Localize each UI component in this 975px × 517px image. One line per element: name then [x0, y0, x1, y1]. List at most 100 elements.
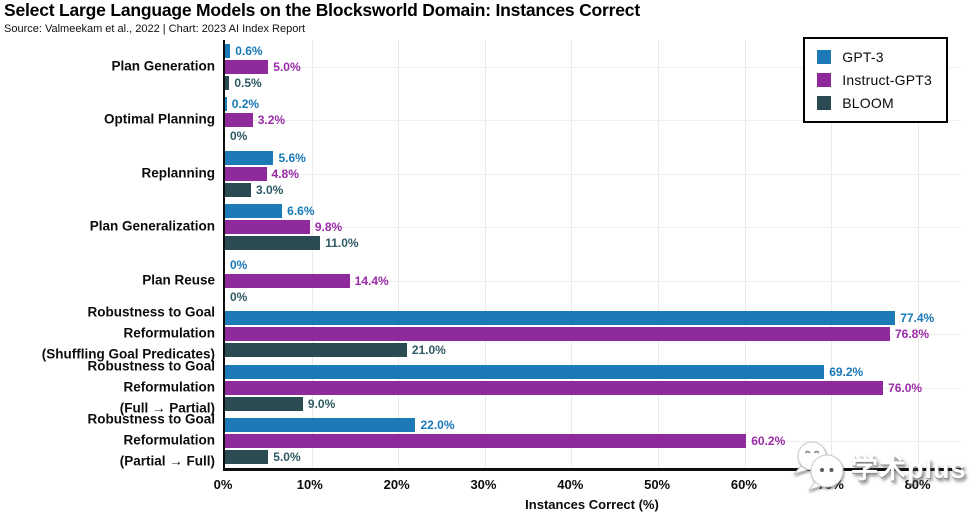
bar-value-label: 0.2% — [231, 97, 260, 112]
bar-row-BLOOM: 0% — [225, 290, 961, 304]
chart-title: Select Large Language Models on the Bloc… — [4, 0, 640, 20]
plot-area: Plan Generation 0.6% 5.0% 0.5% Optimal Plann… — [42, 40, 961, 471]
bar-row-BLOOM: 0% — [225, 129, 961, 143]
bar-value-label: 21.0% — [411, 343, 446, 358]
legend-label: Instruct-GPT3 — [842, 72, 932, 88]
x-tick-label: 60% — [730, 477, 757, 492]
bar-GPT-3 — [225, 364, 825, 379]
bar-row-GPT-3: 77.4% — [225, 311, 961, 326]
bar-row-BLOOM: 9.0% — [225, 396, 961, 411]
category-label: Robustness to Goal Reformulation (Shuffl… — [41, 304, 215, 362]
legend: GPT-3 Instruct-GPT3 BLOOM — [803, 37, 948, 123]
bar-row-GPT-3: 0% — [225, 258, 961, 272]
bar-value-label: 77.4% — [900, 311, 935, 326]
category-label: Plan Reuse — [142, 272, 215, 288]
bar-GPT-3 — [225, 418, 416, 433]
x-axis-ticks: 0%10%20%30%40%50%60%70%80% — [214, 477, 961, 493]
bar-row-BLOOM: 21.0% — [225, 343, 961, 358]
category-label: Optimal Planning — [103, 111, 215, 127]
bar-row-Instruct-GPT3: 14.4% — [225, 273, 961, 288]
x-tick-label: 80% — [904, 477, 931, 492]
category-group-5: Robustness to Goal Reformulation (Shuffl… — [42, 305, 961, 362]
bar-value-label: 14.4% — [354, 273, 389, 288]
bar-Instruct-GPT3 — [225, 59, 269, 74]
category-group-7: Robustness to Goal Reformulation (Partia… — [87, 412, 961, 469]
bar-BLOOM — [225, 396, 303, 411]
legend-swatch — [817, 73, 832, 87]
bar-row-BLOOM: 11.0% — [225, 236, 961, 251]
bar-GPT-3 — [225, 97, 227, 112]
legend-swatch — [817, 96, 832, 110]
bar-value-label: 5.0% — [273, 450, 301, 465]
bar-row-Instruct-GPT3: 76.8% — [225, 327, 961, 342]
bar-value-label: 0.6% — [235, 43, 263, 58]
gridline — [484, 40, 486, 468]
bar-value-label: 6.6% — [287, 204, 315, 219]
bar-row-GPT-3: 22.0% — [225, 418, 961, 433]
gridline — [398, 40, 400, 468]
gridline — [917, 40, 919, 468]
bar-row-BLOOM: 0.5% — [225, 75, 961, 90]
legend-swatch — [817, 50, 832, 64]
watermark-text: 学术plus — [851, 453, 967, 484]
gridline — [311, 40, 313, 468]
bar-row-GPT-3: 0.6% — [225, 43, 961, 58]
bar-row-GPT-3: 0.2% — [225, 97, 961, 112]
bar-row-BLOOM: 5.0% — [225, 450, 961, 465]
legend-item-Instruct-GPT3: Instruct-GPT3 — [817, 72, 932, 88]
bar-value-label: 5.0% — [273, 59, 301, 74]
bar-Instruct-GPT3 — [225, 273, 350, 288]
chat-bubbles-icon — [792, 441, 844, 491]
bar-value-label: 0% — [230, 257, 248, 272]
gridline — [831, 40, 833, 468]
bar-Instruct-GPT3 — [225, 434, 747, 449]
bar-row-Instruct-GPT3: 60.2% — [225, 434, 961, 449]
gridline — [571, 40, 573, 468]
legend-label: GPT-3 — [842, 49, 884, 65]
x-tick-label: 50% — [644, 477, 671, 492]
bar-row-Instruct-GPT3: 5.0% — [225, 59, 961, 74]
bar-value-label: 3.0% — [255, 182, 284, 197]
category-label: Replanning — [141, 165, 216, 181]
bar-Instruct-GPT3 — [225, 380, 884, 395]
bar-value-label: 11.0% — [325, 236, 359, 251]
bar-Instruct-GPT3 — [225, 327, 890, 342]
bar-value-label: 0% — [230, 129, 248, 144]
bar-Instruct-GPT3 — [225, 113, 253, 128]
category-label: Plan Generation — [111, 58, 215, 74]
bar-row-GPT-3: 69.2% — [225, 364, 961, 379]
bar-value-label: 3.2% — [257, 113, 286, 128]
legend-item-BLOOM: BLOOM — [817, 95, 932, 111]
category-label: Plan Generalization — [89, 218, 215, 234]
bar-value-label: 69.2% — [829, 364, 864, 379]
category-group-1: Optimal Planning 0.2% 3.2% 0% — [104, 94, 961, 148]
category-label: Robustness to Goal Reformulation (Partia… — [87, 411, 215, 469]
bar-row-Instruct-GPT3: 3.2% — [225, 113, 961, 128]
category-label: Robustness to Goal Reformulation (Full →… — [87, 358, 215, 416]
x-tick-label: 0% — [213, 477, 233, 492]
category-group-3: Plan Generalization 6.6% 9.8% 11.0% — [90, 201, 961, 255]
bar-value-label: 0% — [230, 289, 248, 304]
x-tick-label: 30% — [470, 477, 497, 492]
bar-value-label: 9.8% — [314, 220, 343, 235]
bar-GPT-3 — [225, 311, 896, 326]
bar-BLOOM — [225, 343, 407, 358]
bar-GPT-3 — [225, 150, 274, 165]
gridline — [744, 40, 746, 468]
bar-Instruct-GPT3 — [225, 166, 267, 181]
legend-item-GPT-3: GPT-3 — [817, 49, 932, 65]
bar-BLOOM — [225, 182, 251, 197]
bar-value-label: 9.0% — [307, 396, 336, 411]
bar-BLOOM — [225, 236, 321, 251]
bar-Instruct-GPT3 — [225, 220, 310, 235]
bar-value-label: 76.0% — [888, 380, 923, 395]
bar-value-label: 76.8% — [894, 327, 930, 342]
bar-groups: Plan Generation 0.6% 5.0% 0.5% Optimal Plann… — [42, 40, 961, 469]
watermark: 学术plus — [791, 440, 967, 492]
legend-label: BLOOM — [842, 95, 894, 111]
bar-GPT-3 — [225, 204, 283, 219]
chart-source: Source: Valmeekam et al., 2022 | Chart: … — [4, 23, 306, 35]
bar-row-Instruct-GPT3: 76.0% — [225, 380, 961, 395]
bar-BLOOM — [225, 75, 230, 90]
